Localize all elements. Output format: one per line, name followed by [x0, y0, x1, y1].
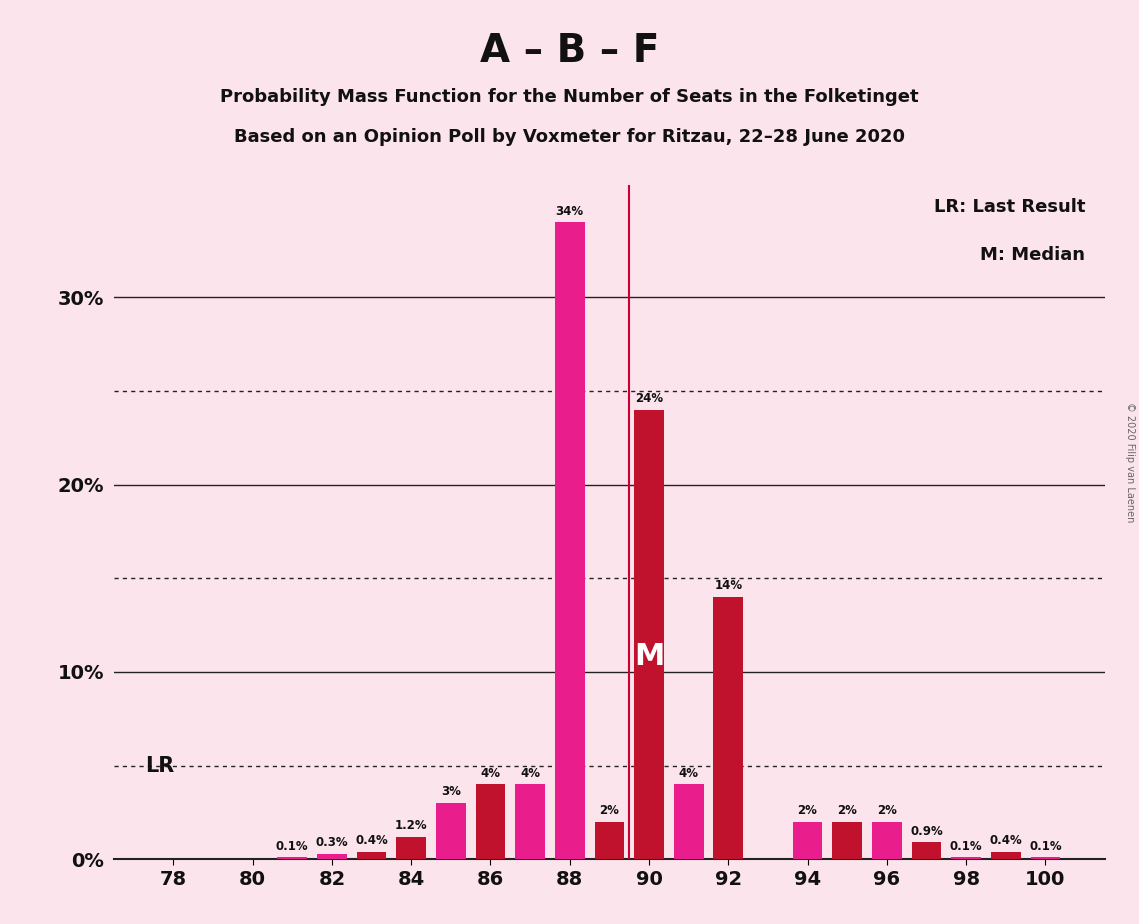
Text: 24%: 24%	[634, 392, 663, 405]
Bar	[436, 803, 466, 859]
Text: LR: Last Result: LR: Last Result	[934, 199, 1085, 216]
Text: 34%: 34%	[556, 204, 584, 217]
Bar	[674, 784, 704, 859]
Bar	[357, 852, 386, 859]
Text: LR: LR	[146, 756, 175, 775]
Text: 3%: 3%	[441, 785, 461, 798]
Text: 2%: 2%	[837, 804, 858, 817]
Text: 0.1%: 0.1%	[1029, 840, 1062, 853]
Text: 0.4%: 0.4%	[990, 834, 1022, 847]
Bar	[634, 409, 664, 859]
Text: 0.1%: 0.1%	[276, 840, 309, 853]
Text: 4%: 4%	[481, 767, 500, 780]
Bar	[396, 837, 426, 859]
Bar	[911, 843, 941, 859]
Text: Based on an Opinion Poll by Voxmeter for Ritzau, 22–28 June 2020: Based on an Opinion Poll by Voxmeter for…	[233, 128, 906, 145]
Bar	[991, 852, 1021, 859]
Bar	[872, 821, 902, 859]
Bar	[555, 223, 584, 859]
Text: 2%: 2%	[877, 804, 896, 817]
Text: M: Median: M: Median	[980, 246, 1085, 263]
Bar	[476, 784, 506, 859]
Text: 2%: 2%	[797, 804, 818, 817]
Text: 0.9%: 0.9%	[910, 825, 943, 838]
Bar	[713, 597, 743, 859]
Text: 14%: 14%	[714, 579, 743, 592]
Text: 0.1%: 0.1%	[950, 840, 983, 853]
Text: 2%: 2%	[599, 804, 620, 817]
Bar	[833, 821, 862, 859]
Text: © 2020 Filip van Laenen: © 2020 Filip van Laenen	[1125, 402, 1134, 522]
Text: 0.3%: 0.3%	[316, 836, 349, 849]
Bar	[515, 784, 544, 859]
Text: Probability Mass Function for the Number of Seats in the Folketinget: Probability Mass Function for the Number…	[220, 88, 919, 105]
Bar	[793, 821, 822, 859]
Text: 4%: 4%	[679, 767, 698, 780]
Text: M: M	[633, 642, 664, 672]
Text: A – B – F: A – B – F	[480, 32, 659, 70]
Text: 1.2%: 1.2%	[395, 820, 427, 833]
Bar	[951, 857, 981, 859]
Text: 0.4%: 0.4%	[355, 834, 388, 847]
Text: 4%: 4%	[521, 767, 540, 780]
Bar	[317, 854, 346, 859]
Bar	[1031, 857, 1060, 859]
Bar	[278, 857, 308, 859]
Bar	[595, 821, 624, 859]
